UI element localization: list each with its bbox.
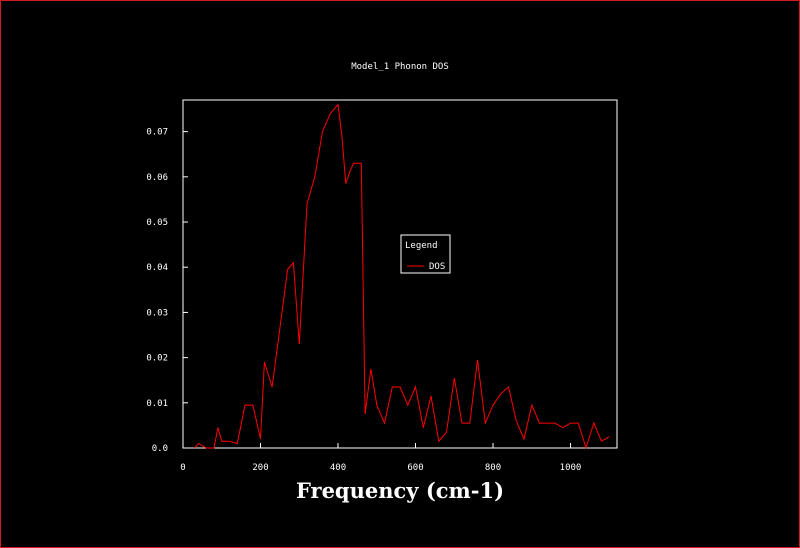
x-tick-label: 800 <box>485 463 501 473</box>
series-layer <box>194 103 610 450</box>
y-tick-label: 0.06 <box>146 173 168 183</box>
chart-title: Model_1 Phonon DOS <box>351 62 449 72</box>
x-axis: 0 200 400 600 800 1000 <box>180 443 581 473</box>
series-line-dos <box>194 103 610 450</box>
x-tick-label: 200 <box>252 463 268 473</box>
x-tick-label: 600 <box>407 463 423 473</box>
y-tick-label: 0.05 <box>146 218 168 228</box>
y-tick-label: 0.0 <box>152 444 168 454</box>
legend-title: Legend <box>405 241 438 251</box>
legend: Legend DOS <box>400 234 451 274</box>
y-axis: 0.0 0.01 0.02 0.03 0.04 0.05 0.06 0.07 <box>146 128 188 454</box>
y-tick-label: 0.04 <box>146 263 168 273</box>
y-tick-label: 0.03 <box>146 308 168 318</box>
x-tick-label: 400 <box>330 463 346 473</box>
y-tick-label: 0.07 <box>146 128 168 138</box>
legend-box <box>400 234 451 274</box>
x-tick-label: 0 <box>180 463 185 473</box>
plot-area-frame <box>182 99 618 449</box>
x-tick-label: 1000 <box>560 463 582 473</box>
y-tick-label: 0.01 <box>146 399 168 409</box>
x-axis-label: Frequency (cm-1) <box>296 478 504 503</box>
y-tick-label: 0.02 <box>146 354 168 364</box>
legend-label-dos: DOS <box>429 262 445 272</box>
